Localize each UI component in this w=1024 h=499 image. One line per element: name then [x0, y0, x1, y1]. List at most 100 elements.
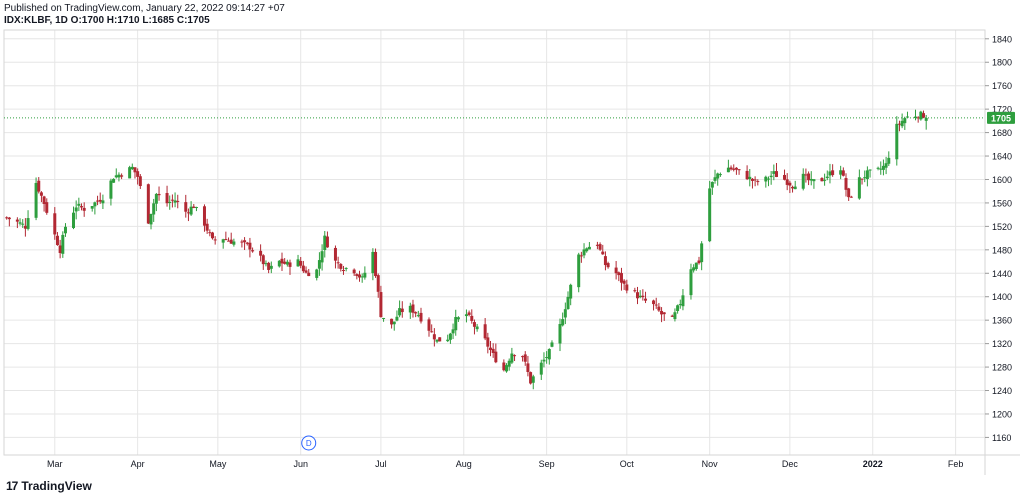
x-tick-label: Feb [948, 459, 964, 469]
candle-up [924, 117, 928, 121]
candle-down [358, 274, 362, 278]
candle-up [61, 234, 65, 254]
y-tick-label: 1760 [992, 81, 1012, 91]
candle-down [120, 175, 124, 177]
candle-up [149, 213, 153, 225]
y-tick-label: 1280 [992, 363, 1012, 373]
candle-down [633, 290, 637, 292]
candle-down [336, 262, 340, 264]
candle-down [376, 275, 380, 292]
candle-down [662, 312, 666, 315]
candle-down [438, 337, 442, 342]
candle-down [644, 298, 648, 301]
candle-down [333, 247, 337, 261]
dividend-marker-label: D [306, 439, 312, 448]
candle-down [138, 176, 142, 187]
tradingview-logo[interactable]: 17 TradingView [6, 479, 92, 493]
y-tick-label: 1200 [992, 409, 1012, 419]
candle-down [788, 182, 792, 186]
tradingview-icon: 17 [6, 479, 18, 493]
candle-down [261, 255, 265, 265]
candle-down [697, 260, 701, 264]
candle-up [317, 260, 321, 269]
candle-up [360, 276, 364, 278]
candle-down [831, 170, 835, 176]
y-tick-label: 1680 [992, 128, 1012, 138]
candle-up [221, 239, 225, 243]
candle-down [847, 188, 851, 198]
candles [5, 109, 928, 390]
candle-down [529, 372, 533, 384]
candle-down [205, 223, 209, 231]
candle-up [395, 316, 399, 321]
candle-down [339, 264, 343, 269]
x-tick-label: Oct [620, 459, 635, 469]
candle-down [283, 261, 287, 264]
last-price-label-group: 1705 [987, 111, 1015, 124]
y-tick-label: 1800 [992, 58, 1012, 68]
candle-down [494, 351, 498, 363]
candle-down [202, 206, 206, 226]
candle-up [77, 203, 81, 206]
candle-up [296, 259, 300, 267]
candle-down [922, 113, 926, 118]
candle-down [472, 322, 476, 327]
candle-down [652, 300, 656, 305]
candle-up [510, 353, 514, 363]
candle-up [269, 265, 273, 269]
candle-down [737, 169, 741, 171]
candle-down [729, 167, 733, 170]
x-tick-label: Jun [293, 459, 308, 469]
y-tick-label: 1840 [992, 34, 1012, 44]
candle-up [566, 296, 570, 310]
candle-up [563, 309, 567, 318]
candle-up [448, 333, 452, 340]
candle-down [5, 217, 9, 219]
candle-down [916, 117, 920, 119]
candle-up [392, 321, 396, 325]
candle-up [678, 304, 682, 306]
candle-down [804, 174, 808, 176]
candle-down [304, 270, 308, 273]
candle-down [734, 167, 738, 170]
candle-up [71, 212, 75, 229]
candle-down [133, 167, 137, 173]
candle-down [374, 251, 378, 277]
candle-down [660, 310, 664, 315]
candle-up [801, 173, 805, 189]
candle-down [301, 265, 305, 272]
candle-down [432, 334, 436, 340]
y-tick-label: 1160 [992, 433, 1011, 443]
candle-down [614, 267, 618, 274]
candle-down [897, 123, 901, 125]
candle-down [521, 356, 525, 358]
candle-down [820, 178, 824, 182]
candle-down [579, 255, 583, 257]
x-tick-label: May [209, 459, 227, 469]
y-tick-label: 1400 [992, 292, 1012, 302]
candle-down [844, 178, 848, 190]
candle-down [80, 206, 84, 208]
candle-up [545, 357, 549, 359]
candle-up [700, 243, 704, 263]
candle-down [355, 274, 359, 277]
candle-down [785, 179, 789, 185]
y-tick-label: 1640 [992, 152, 1012, 162]
candle-up [793, 186, 797, 190]
candle-down [775, 171, 779, 177]
candle-up [879, 168, 883, 170]
candle-down [636, 292, 640, 299]
candle-down [325, 236, 329, 248]
candle-up [868, 169, 872, 171]
candle-down [184, 202, 188, 212]
candle-down [502, 362, 506, 371]
plot-frame [3, 29, 986, 456]
candle-down [414, 312, 418, 314]
candle-up [716, 173, 720, 179]
candle-down [486, 337, 490, 347]
candle-up [264, 263, 268, 265]
candle-up [884, 163, 888, 168]
candle-down [470, 315, 474, 321]
candle-up [101, 200, 105, 204]
